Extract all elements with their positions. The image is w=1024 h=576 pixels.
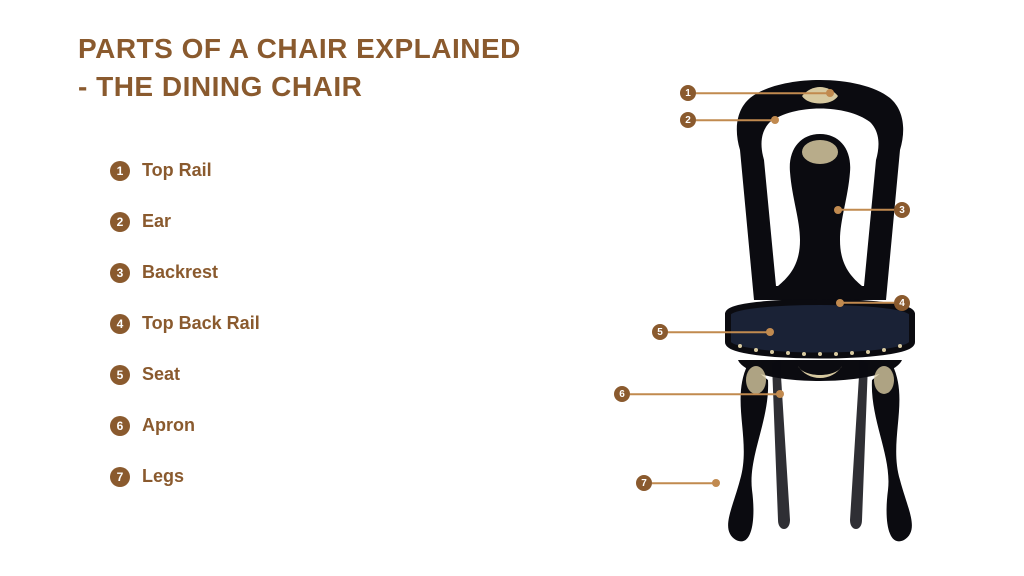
chair-leg-back-right — [850, 360, 868, 529]
callout-endpoint — [771, 116, 779, 124]
callout-badge-3: 3 — [894, 202, 910, 218]
title-line-1: PARTS OF A CHAIR EXPLAINED — [78, 30, 521, 68]
page-title: PARTS OF A CHAIR EXPLAINED - THE DINING … — [78, 30, 521, 106]
legend-item: 4 Top Back Rail — [110, 313, 260, 334]
callout-line — [630, 393, 778, 395]
legend-badge-7: 7 — [110, 467, 130, 487]
legend-label: Ear — [142, 211, 171, 232]
callout-badge-5: 5 — [652, 324, 668, 340]
callout-badge-7: 7 — [636, 475, 652, 491]
legend-item: 1 Top Rail — [110, 160, 260, 181]
callout-badge-1: 1 — [680, 85, 696, 101]
callout-endpoint — [712, 479, 720, 487]
chair-seat — [728, 302, 912, 356]
legend-list: 1 Top Rail 2 Ear 3 Backrest 4 Top Back R… — [110, 160, 260, 487]
legend-badge-5: 5 — [110, 365, 130, 385]
callout-endpoint — [766, 328, 774, 336]
legend-label: Top Back Rail — [142, 313, 260, 334]
legend-item: 7 Legs — [110, 466, 260, 487]
chair-leg-back-left — [772, 360, 790, 529]
callout-endpoint — [776, 390, 784, 398]
legend-item: 2 Ear — [110, 211, 260, 232]
legend-label: Top Rail — [142, 160, 212, 181]
knee-ornament-icon — [746, 366, 766, 394]
legend-label: Seat — [142, 364, 180, 385]
legend-badge-6: 6 — [110, 416, 130, 436]
callout-endpoint — [826, 89, 834, 97]
callout-line — [696, 119, 773, 121]
legend-item: 6 Apron — [110, 415, 260, 436]
chair-illustration — [690, 80, 950, 560]
callout-line — [652, 482, 714, 484]
callout-endpoint — [836, 299, 844, 307]
callout-line — [840, 209, 894, 211]
chair-svg — [690, 80, 950, 560]
legend-label: Legs — [142, 466, 184, 487]
legend-badge-2: 2 — [110, 212, 130, 232]
legend-badge-3: 3 — [110, 263, 130, 283]
knee-ornament-icon — [874, 366, 894, 394]
legend-item: 3 Backrest — [110, 262, 260, 283]
legend-badge-1: 1 — [110, 161, 130, 181]
title-line-2: - THE DINING CHAIR — [78, 68, 521, 106]
legend-item: 5 Seat — [110, 364, 260, 385]
callout-line — [696, 92, 828, 94]
callout-endpoint — [834, 206, 842, 214]
callout-badge-6: 6 — [614, 386, 630, 402]
callout-badge-4: 4 — [894, 295, 910, 311]
callout-badge-2: 2 — [680, 112, 696, 128]
legend-badge-4: 4 — [110, 314, 130, 334]
legend-label: Apron — [142, 415, 195, 436]
splat-ornament-icon — [802, 140, 838, 164]
legend-label: Backrest — [142, 262, 218, 283]
callout-line — [842, 302, 894, 304]
callout-line — [668, 331, 768, 333]
